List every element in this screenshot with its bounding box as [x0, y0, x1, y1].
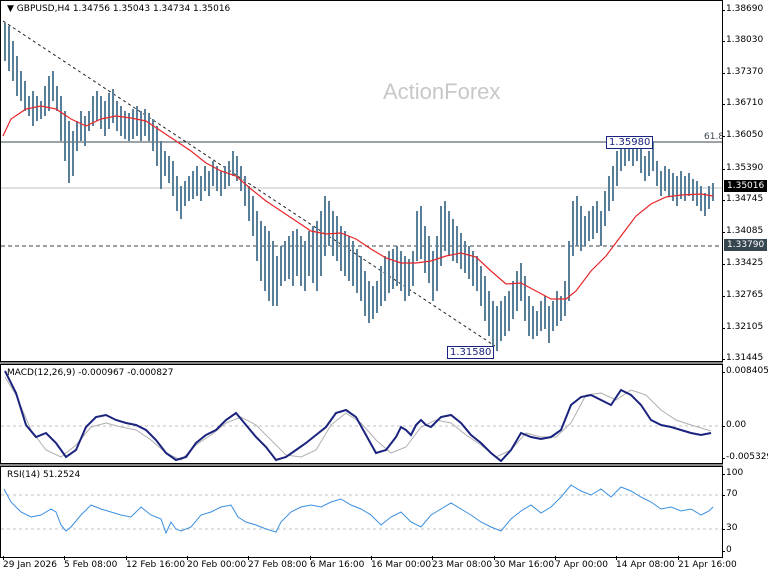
y-tick: 1.38690: [721, 4, 764, 14]
swing-low-label[interactable]: 1.31580: [447, 346, 495, 359]
price-chart-pane[interactable]: ▼ GBPUSD,H4 1.34756 1.35043 1.34734 1.35…: [0, 0, 723, 362]
rsi-y-tick: 0: [722, 545, 732, 555]
x-tick: 7 Apr 00:00: [555, 556, 608, 570]
moving-average-line: [2, 105, 714, 300]
pane-separator[interactable]: [0, 464, 723, 466]
x-tick: 12 Feb 16:00: [126, 556, 186, 570]
x-tick: 30 Mar 16:00: [494, 556, 555, 570]
x-tick: 20 Feb 00:00: [187, 556, 247, 570]
macd-line: [4, 370, 712, 463]
x-tick: 21 Apr 16:00: [678, 556, 737, 570]
y-tick: 1.36710: [721, 98, 764, 108]
macd-y-tick: 0.008405: [722, 366, 768, 376]
rsi-line: [3, 484, 714, 535]
chart-title[interactable]: ▼ GBPUSD,H4 1.34756 1.35043 1.34734 1.35…: [7, 4, 231, 14]
x-tick: 14 Apr 08:00: [616, 556, 675, 570]
x-tick: 29 Jan 2026: [3, 556, 57, 570]
rsi-canvas: [1, 484, 722, 535]
macd-canvas: [1, 370, 722, 463]
y-tick: 1.34085: [721, 226, 764, 236]
pane-separator[interactable]: [0, 362, 723, 364]
fib-label: 61.8: [704, 132, 723, 142]
y-tick: 1.36050: [721, 130, 764, 140]
dropdown-arrow-icon[interactable]: ▼: [7, 4, 14, 14]
price-chart-canvas: [1, 20, 722, 351]
rsi-y-tick: 100: [721, 468, 744, 478]
trendline: [2, 20, 496, 347]
rsi-pane[interactable]: RSI(14) 51.2524: [0, 466, 723, 558]
x-tick: 27 Feb 08:00: [248, 556, 308, 570]
x-tick: 23 Mar 08:00: [432, 556, 493, 570]
rsi-y-tick: 70: [721, 489, 738, 499]
macd-title: MACD(12,26,9) -0.000967 -0.000827: [7, 368, 174, 378]
y-tick: 1.38030: [721, 35, 764, 45]
y-tick: 1.33425: [721, 258, 764, 268]
watermark: ActionForex: [383, 79, 501, 104]
swing-high-label[interactable]: 1.35980: [606, 136, 654, 149]
level-price-tag: 1.33790: [724, 239, 768, 251]
y-tick: 1.32765: [721, 290, 764, 300]
y-tick: 1.37370: [721, 67, 764, 77]
rsi-title: RSI(14) 51.2524: [7, 470, 81, 480]
current-price-tag: 1.35016: [724, 180, 768, 192]
y-tick: 1.32105: [721, 322, 764, 332]
rsi-y-tick: 30: [721, 523, 738, 533]
macd-pane[interactable]: MACD(12,26,9) -0.000967 -0.000827: [0, 364, 723, 464]
x-tick: 5 Feb 08:00: [64, 556, 118, 570]
y-tick: 1.35390: [721, 163, 764, 173]
x-tick: 6 Mar 16:00: [310, 556, 365, 570]
y-tick: 1.31445: [721, 353, 764, 363]
x-tick: 16 Mar 00:00: [371, 556, 432, 570]
macd-y-tick: -0.005329: [721, 452, 768, 462]
macd-y-tick: 0.00: [721, 420, 747, 430]
price-bars: [4, 23, 714, 351]
y-tick: 1.34745: [721, 194, 764, 204]
